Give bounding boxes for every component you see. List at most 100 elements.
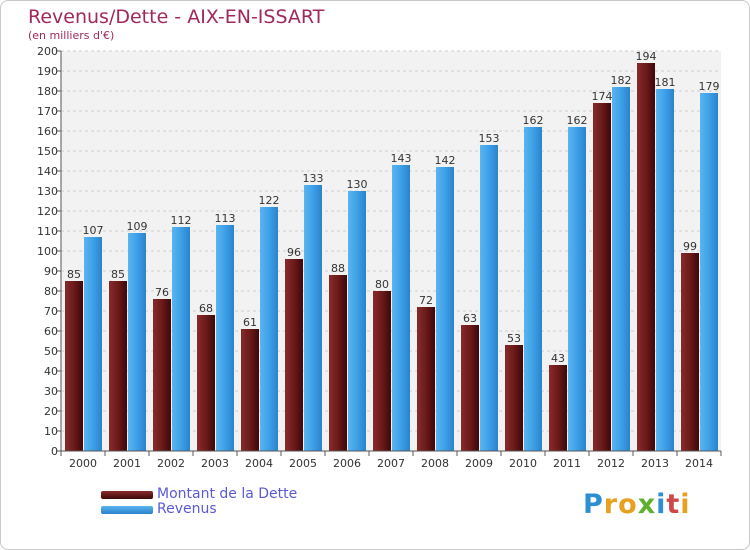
data-label-dette: 43 [551,352,565,365]
bar-dette [285,259,303,451]
data-label-revenus: 142 [435,154,456,167]
data-label-dette: 68 [199,302,213,315]
bar-revenus [612,87,630,451]
bar-revenus [84,237,102,451]
bars [65,63,718,451]
bar-revenus [260,207,278,451]
x-tick-label: 2002 [157,457,185,470]
y-tick-label: 100 [37,245,58,258]
y-tick-label: 200 [37,45,58,58]
bar-revenus [216,225,234,451]
y-axis: 0 10 20 30 40 50 60 70 80 90 100 110 120 130 140 150 160… [37,45,62,458]
data-label-revenus: 162 [567,114,588,127]
x-tick-label: 2005 [289,457,317,470]
logo-letter: r [603,489,619,520]
chart-title: Revenus/Dette - AIX-EN-ISSART [28,6,325,28]
bar-dette [65,281,83,451]
bar-revenus [524,127,542,451]
legend-label-revenus: Revenus [157,501,217,517]
x-tick-label: 2010 [509,457,537,470]
logo-letter: t [666,489,681,520]
bar-revenus [480,145,498,451]
y-tick-label: 160 [37,125,58,138]
bar-dette [593,103,611,451]
legend-swatch-revenus [101,506,153,514]
y-tick-label: 110 [37,225,58,238]
x-tick-label: 2003 [201,457,229,470]
data-label-revenus: 113 [215,212,236,225]
data-label-dette: 194 [636,50,657,63]
bar-revenus [392,165,410,451]
data-label-dette: 96 [287,246,301,259]
bar-dette [109,281,127,451]
bar-dette [681,253,699,451]
data-label-dette: 85 [111,268,125,281]
y-tick-label: 150 [37,145,58,158]
y-tick-label: 180 [37,85,58,98]
legend-swatch-dette [101,491,153,499]
y-tick-label: 40 [44,365,58,378]
data-label-revenus: 153 [479,132,500,145]
y-tick-label: 120 [37,205,58,218]
x-tick-label: 2013 [641,457,669,470]
x-tick-label: 2007 [377,457,405,470]
data-label-revenus: 179 [699,80,720,93]
y-tick-label: 30 [44,385,58,398]
y-tick-label: 10 [44,425,58,438]
y-tick-label: 0 [51,445,58,458]
bar-dette [241,329,259,451]
logo-letter: x [637,489,657,520]
data-label-dette: 76 [155,286,169,299]
y-tick-label: 50 [44,345,58,358]
data-label-revenus: 107 [83,224,104,237]
y-tick-label: 20 [44,405,58,418]
x-tick-label: 2008 [421,457,449,470]
bar-dette [549,365,567,451]
data-label-dette: 174 [592,90,613,103]
bar-dette [461,325,479,451]
bar-dette [197,315,215,451]
bar-dette [329,275,347,451]
bar-revenus [568,127,586,451]
x-tick-label: 2014 [685,457,713,470]
y-tick-label: 60 [44,325,58,338]
bar-dette [505,345,523,451]
x-tick-label: 2012 [597,457,625,470]
x-axis: 2000 2001 2002 2003 2004 2005 2006 2007 2008 2009… [60,450,722,470]
data-label-dette: 53 [507,332,521,345]
data-label-dette: 61 [243,316,257,329]
logo-letter: i [680,489,691,520]
bar-dette [637,63,655,451]
y-tick-label: 70 [44,305,58,318]
y-tick-label: 90 [44,265,58,278]
x-tick-label: 2000 [69,457,97,470]
data-label-revenus: 109 [127,220,148,233]
data-label-revenus: 182 [611,74,632,87]
chart-subtitle: (en milliers d'€) [28,29,115,42]
bar-dette [417,307,435,451]
data-label-revenus: 143 [391,152,412,165]
bar-revenus [172,227,190,451]
bar-revenus [128,233,146,451]
bar-revenus [304,185,322,451]
data-label-dette: 99 [683,240,697,253]
y-tick-label: 190 [37,65,58,78]
data-label-revenus: 162 [523,114,544,127]
y-tick-label: 170 [37,105,58,118]
data-labels: 85 107 85 109 76 112 68 113 61 122 96 133 88 130 80 143… [67,50,720,365]
y-tick-label: 140 [37,165,58,178]
bar-revenus [436,167,454,451]
data-label-revenus: 130 [347,178,368,191]
y-tick-label: 80 [44,285,58,298]
proxiti-logo: Proxiti [583,489,691,520]
legend-label-dette: Montant de la Dette [157,486,298,502]
x-tick-label: 2011 [553,457,581,470]
x-tick-label: 2004 [245,457,273,470]
y-tick-label: 130 [37,185,58,198]
data-label-dette: 80 [375,278,389,291]
bar-revenus [656,89,674,451]
data-label-revenus: 181 [655,76,676,89]
logo-letter: i [656,489,667,520]
